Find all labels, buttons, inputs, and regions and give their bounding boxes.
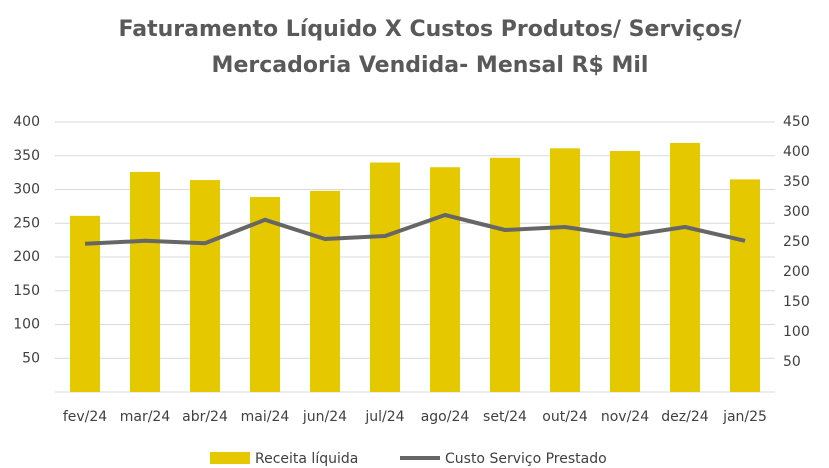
x-tick-label: abr/24: [182, 409, 228, 425]
bar: [610, 151, 640, 392]
chart-title: Faturamento Líquido X Custos Produtos/ S…: [119, 17, 743, 42]
bar: [730, 179, 760, 392]
bar: [490, 157, 520, 392]
bar: [250, 196, 280, 392]
chart-subtitle: Mercadoria Vendida- Mensal R$ Mil: [212, 53, 649, 78]
line: [84, 213, 746, 246]
legend-label: Receita líquida: [255, 451, 358, 467]
x-tick-label: out/24: [542, 409, 588, 425]
x-tick-label: jul/24: [364, 409, 404, 425]
legend-label: Custo Serviço Prestado: [445, 451, 607, 467]
y2-tick-label: 400: [783, 144, 810, 160]
y2-tick-label: 150: [783, 294, 810, 310]
bar: [370, 162, 400, 392]
y-tick-label: 400: [13, 114, 40, 130]
legend-swatch: [210, 452, 250, 464]
y-tick-label: 100: [13, 317, 40, 333]
bar: [670, 142, 700, 392]
x-tick-label: jun/24: [302, 409, 347, 425]
bar: [190, 180, 220, 392]
y-tick-label: 300: [13, 182, 40, 198]
y-tick-label: 50: [22, 350, 40, 366]
x-tick-label: mar/24: [120, 409, 171, 425]
y2-tick-label: 100: [783, 324, 810, 340]
y-tick-label: 350: [13, 148, 40, 164]
y2-tick-label: 350: [783, 174, 810, 190]
bar: [430, 167, 460, 392]
bar: [550, 148, 580, 392]
bar: [310, 190, 340, 392]
x-tick-label: fev/24: [63, 409, 107, 425]
y2-tick-label: 250: [783, 234, 810, 250]
x-tick-label: nov/24: [601, 409, 649, 425]
y2-tick-label: 300: [783, 204, 810, 220]
y2-tick-label: 450: [783, 114, 810, 130]
y-tick-label: 250: [13, 215, 40, 231]
x-tick-label: jan/25: [722, 409, 767, 425]
y-tick-label: 200: [13, 249, 40, 265]
y2-tick-label: 200: [783, 264, 810, 280]
x-tick-label: dez/24: [661, 409, 708, 425]
y2-tick-label: 50: [783, 354, 801, 370]
y-tick-label: 150: [13, 283, 40, 299]
x-tick-label: set/24: [483, 409, 527, 425]
x-tick-label: mai/24: [241, 409, 290, 425]
bar: [130, 171, 160, 392]
x-tick-label: ago/24: [421, 409, 470, 425]
